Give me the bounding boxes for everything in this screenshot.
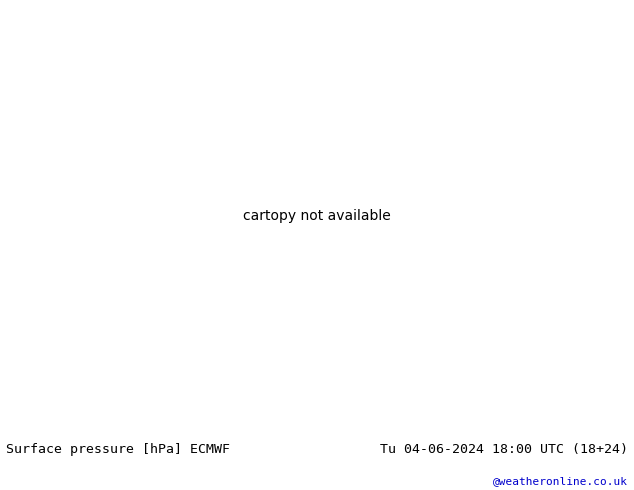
Text: Surface pressure [hPa] ECMWF: Surface pressure [hPa] ECMWF (6, 443, 230, 456)
Text: Tu 04-06-2024 18:00 UTC (18+24): Tu 04-06-2024 18:00 UTC (18+24) (380, 443, 628, 456)
Text: cartopy not available: cartopy not available (243, 209, 391, 222)
Text: @weatheronline.co.uk: @weatheronline.co.uk (493, 476, 628, 486)
